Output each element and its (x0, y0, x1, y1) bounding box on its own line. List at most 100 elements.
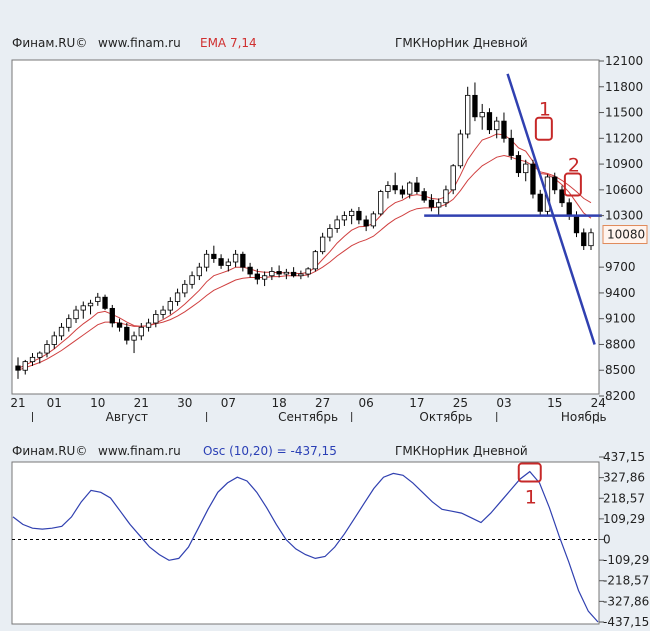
candle (465, 86, 471, 139)
x-tick-label: 15 (547, 396, 562, 410)
candle-up-body (73, 309, 79, 320)
last-price-box (602, 225, 648, 245)
annotation-box (563, 172, 582, 197)
y-tick-label: 8500 (605, 363, 636, 377)
candle-down-body (501, 120, 507, 139)
month-label: Ноябрь (561, 410, 607, 424)
candle-down-body (116, 322, 123, 328)
candle (196, 262, 202, 281)
candle-up-body (261, 275, 268, 280)
x-tick-label: 18 (271, 396, 286, 410)
price-y-ticks: 12100 11800 11500 11200 10900 10600 10300 10080… (599, 54, 648, 403)
candle-up-body (450, 165, 456, 191)
candle (530, 159, 536, 199)
osc-y-tick-label: -437,15 (603, 615, 649, 629)
top-site-label: www.finam.ru (98, 36, 181, 50)
candle-up-body (58, 326, 65, 337)
candle-up-body (269, 271, 275, 277)
candle-down-body (392, 185, 398, 191)
candle-down-body (486, 112, 493, 131)
candle (334, 215, 340, 233)
x-tick-label: 06 (359, 396, 374, 410)
candle-up-body (131, 335, 137, 341)
candle-up-body (348, 210, 355, 217)
candle-down-body (240, 253, 246, 268)
candle-down-body (472, 94, 478, 118)
candle (305, 267, 311, 278)
candle-down-body (356, 210, 362, 221)
candle (327, 224, 333, 242)
candle (254, 268, 261, 285)
candle-up-body (80, 305, 86, 311)
candle-up-body (203, 253, 210, 268)
candle (399, 185, 406, 199)
osc-y-tick-label: -109,29 (603, 553, 649, 567)
candle (581, 228, 587, 250)
oscillator-path (12, 470, 599, 623)
osc-annotation-box (517, 462, 542, 483)
price-annotations: 12 (534, 99, 582, 197)
candle-up-body (523, 163, 529, 174)
x-tick-label: 01 (47, 396, 62, 410)
candle-down-body (102, 296, 108, 309)
candle-down-body (15, 365, 21, 371)
candle-up-body (407, 182, 413, 195)
candle-up-body (494, 120, 500, 131)
osc-y-tick-label: 327,86 (603, 471, 645, 485)
y-tick-label: 10900 (605, 157, 643, 171)
candle-down-body (218, 258, 224, 266)
y-tick-label: 8800 (605, 337, 636, 351)
candle (261, 271, 268, 287)
candle (559, 185, 565, 208)
candle-up-body (465, 94, 471, 135)
candle (211, 245, 217, 263)
candle (66, 314, 72, 332)
osc-y-tick-label: -327,86 (603, 594, 649, 608)
candle-down-body (124, 326, 130, 341)
candle-down-body (290, 271, 297, 277)
y-tick-label: 9400 (605, 286, 636, 300)
y-tick-label: 8200 (605, 389, 636, 403)
candle (494, 116, 500, 139)
x-tick-label: 21 (134, 396, 149, 410)
candle-down-body (530, 163, 536, 195)
candle-up-body (385, 185, 391, 192)
annotation-box (534, 116, 553, 141)
candle-up-body (160, 309, 166, 315)
candle-down-body (581, 232, 587, 247)
candle (515, 151, 522, 177)
candle (283, 268, 290, 280)
candle-up-body (189, 275, 195, 285)
candle (87, 299, 94, 315)
candle (153, 310, 159, 328)
candle-up-body (457, 133, 464, 167)
candle-up-body (29, 356, 36, 363)
candles (15, 82, 594, 379)
trendlines (424, 73, 602, 345)
x-tick-label: 17 (409, 396, 424, 410)
y-tick-label: 9700 (605, 260, 636, 274)
bottom-title-label: ГМКНорНик Дневной (395, 444, 528, 458)
candle (225, 258, 231, 272)
candle (457, 129, 464, 169)
bottom-site-label: www.finam.ru (98, 444, 181, 458)
candle (124, 322, 130, 345)
candle-down-body (211, 253, 217, 259)
month-label: Август (106, 410, 148, 424)
candle (363, 215, 369, 232)
candle-up-body (334, 219, 340, 229)
candle (73, 305, 79, 323)
candle-up-body (87, 302, 94, 307)
y-tick-label: 12100 (605, 54, 643, 68)
candle (552, 172, 558, 195)
candle-down-body (559, 189, 565, 204)
candle (341, 211, 348, 226)
candle (508, 129, 514, 160)
candle-up-body (145, 322, 152, 328)
candle-up-body (319, 236, 326, 253)
osc-y-tick-label: 0 (603, 533, 611, 547)
candle (218, 254, 224, 269)
candle-up-body (153, 313, 159, 324)
y-tick-label: 11800 (605, 80, 643, 94)
